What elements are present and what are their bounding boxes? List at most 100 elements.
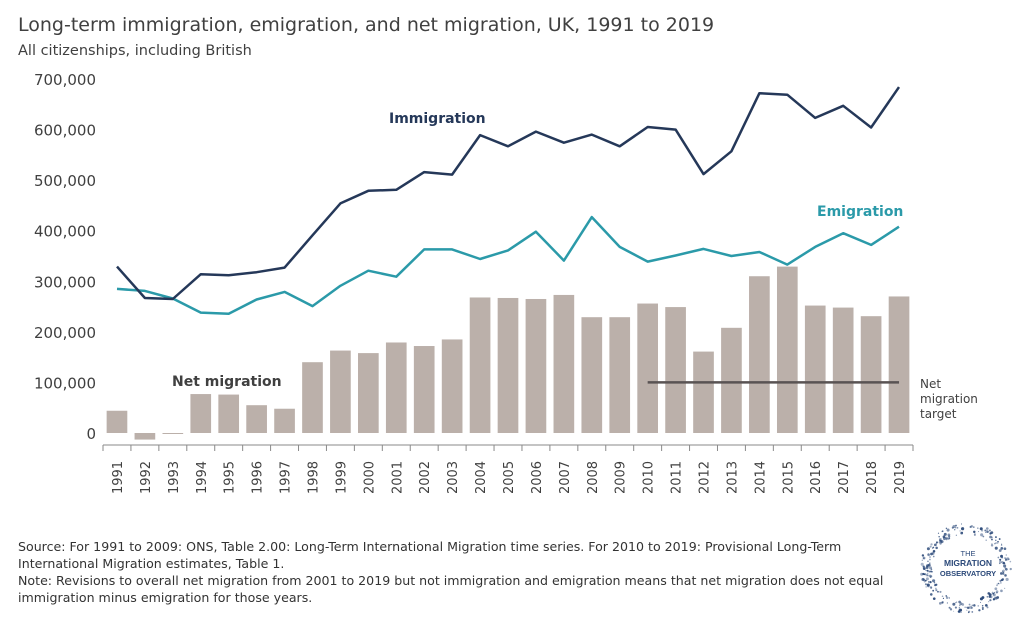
y-tick-label: 200,000 [34,324,96,342]
net-migration-bar [693,351,714,433]
net-migration-bar [581,317,603,433]
logo-dot [996,584,998,587]
logo-dot [981,606,984,610]
logo-dot [989,595,993,599]
logo-dot [926,547,930,551]
target-label: migration [920,392,978,406]
logo-dot [948,597,950,599]
logo-dot [955,601,958,603]
logo-dot [943,532,947,536]
logo-dot [1002,571,1005,574]
annotations: Immigration Emigration Net migration Netmig… [172,111,978,421]
net-migration-bar [413,346,435,433]
logo-dot [1000,572,1003,575]
logo-dot [935,541,938,544]
logo-dot [932,589,935,592]
logo-dot [925,577,929,581]
logo-dot [951,526,954,529]
logo-dot [1004,562,1006,564]
logo-dot [990,544,994,547]
x-tick-label: 2018 [865,461,880,494]
logo-dot [984,529,987,532]
logo-dot [999,558,1002,561]
target-label: target [920,407,957,421]
y-tick-label: 600,000 [34,122,96,140]
logo-dot [1009,567,1012,571]
y-tick-label: 100,000 [34,374,96,392]
chart-subtitle: All citizenships, including British [18,43,252,59]
source-text: Source: For 1991 to 2009: ONS, Table 2.0… [18,539,842,571]
logo-dot [971,611,974,613]
logo-dot [1000,561,1003,563]
logo-dot [981,604,984,607]
logo-dot [998,560,1002,564]
logo-dot [982,535,985,538]
logo-dot [947,533,951,537]
logo-dot [929,562,931,564]
logo-dot [973,604,976,607]
chart: 0 100,000 200,000 300,000 400,000 500,000 600,… [34,71,978,494]
logo-text-the: THE [961,549,976,558]
logo-dot [929,581,932,584]
logo-mark: THE MIGRATION OBSERVATORY [920,523,1012,614]
x-axis-labels: 1991 1992 1993 1994 1995 1996 1997 1998 1999 2000… [111,461,908,494]
logo-dot [1003,564,1007,568]
logo-dot [1000,547,1004,550]
logo-dot [939,602,942,605]
logo-dot [997,556,1000,559]
logo-dot [932,555,935,558]
net-migration-bar [190,394,212,433]
y-tick-label: 500,000 [34,172,96,190]
logo-dot [926,569,929,572]
y-tick-label: 300,000 [34,273,96,291]
chart-title: Long-term immigration, emigration, and n… [18,14,715,36]
logo-dot [955,527,957,529]
logo-dot [927,584,930,588]
logo-dot [985,531,987,534]
logo-dot [929,576,932,579]
logo-dot [996,596,1000,599]
logo-dot [922,565,925,568]
logo-dot [935,588,938,592]
net-migration-bar [134,433,156,440]
logo-dot [958,604,961,607]
x-tick-label: 2006 [530,461,545,494]
logo-dot [995,590,999,593]
logo-dot [1004,557,1007,560]
emigration-line [116,215,900,315]
logo-dot [977,605,980,607]
logo-dot [1004,574,1007,577]
x-tick-label: 1996 [251,461,266,494]
x-tick-label: 2016 [809,461,824,494]
emigration-label: Emigration [817,204,903,220]
net-migration-bar [330,350,351,433]
logo-dot [973,533,976,536]
logo-dot [945,527,948,530]
net-migration-bar [609,317,631,433]
x-tick-label: 2010 [642,461,657,494]
logo-dot [941,530,943,533]
net-migration-bar [246,405,267,433]
logo-dot [961,527,965,531]
logo-dot [998,538,1001,540]
net-migration-bar [162,433,184,434]
logo-dot [921,554,925,557]
net-migration-bar [804,305,826,433]
logo-dot [1003,547,1007,551]
logo-dot [947,537,950,540]
logo-dot [994,587,998,591]
x-tick-label: 2017 [837,461,852,494]
net-migration-bar [302,362,323,433]
logo-dot [924,572,927,576]
logo-dot [1004,567,1008,571]
net-migration-bar [749,276,770,433]
logo-dot [960,531,964,535]
net-migration-bar [637,303,658,433]
logo-dot [948,606,951,609]
logo-dot [924,579,927,582]
logo-dot [956,527,959,529]
immigration-line [116,86,901,301]
net-migration-bar [721,327,742,433]
logo-dot [979,527,983,531]
logo-dot [986,606,989,609]
